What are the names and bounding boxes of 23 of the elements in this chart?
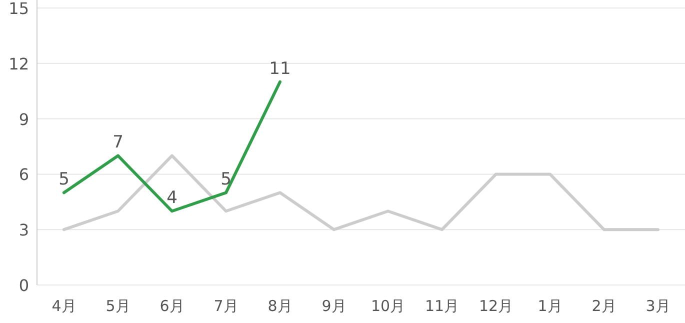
data-label: 5 — [58, 170, 70, 190]
x-tick-label: 7月 — [214, 297, 238, 315]
x-tick-label: 8月 — [268, 297, 292, 315]
x-tick-label: 2月 — [592, 297, 616, 315]
x-tick-label: 9月 — [322, 297, 346, 315]
data-label: 5 — [220, 170, 232, 190]
data-label: 11 — [269, 58, 291, 79]
y-tick-label: 3 — [18, 220, 29, 240]
x-tick-label: 12月 — [478, 297, 514, 315]
x-tick-label: 4月 — [52, 297, 76, 315]
y-tick-label: 9 — [18, 110, 29, 129]
x-tick-label: 6月 — [160, 297, 184, 315]
y-tick-label: 0 — [18, 276, 29, 295]
x-tick-label: 11月 — [424, 297, 460, 315]
x-tick-label: 1月 — [538, 297, 562, 315]
data-label: 4 — [166, 188, 178, 208]
data-label: 7 — [112, 132, 124, 153]
y-tick-label: 12 — [8, 54, 29, 74]
y-tick-label: 15 — [8, 0, 29, 18]
x-tick-label: 5月 — [106, 297, 130, 315]
y-tick-label: 6 — [18, 165, 29, 184]
x-tick-label: 3月 — [646, 297, 670, 315]
x-tick-label: 10月 — [370, 297, 406, 315]
